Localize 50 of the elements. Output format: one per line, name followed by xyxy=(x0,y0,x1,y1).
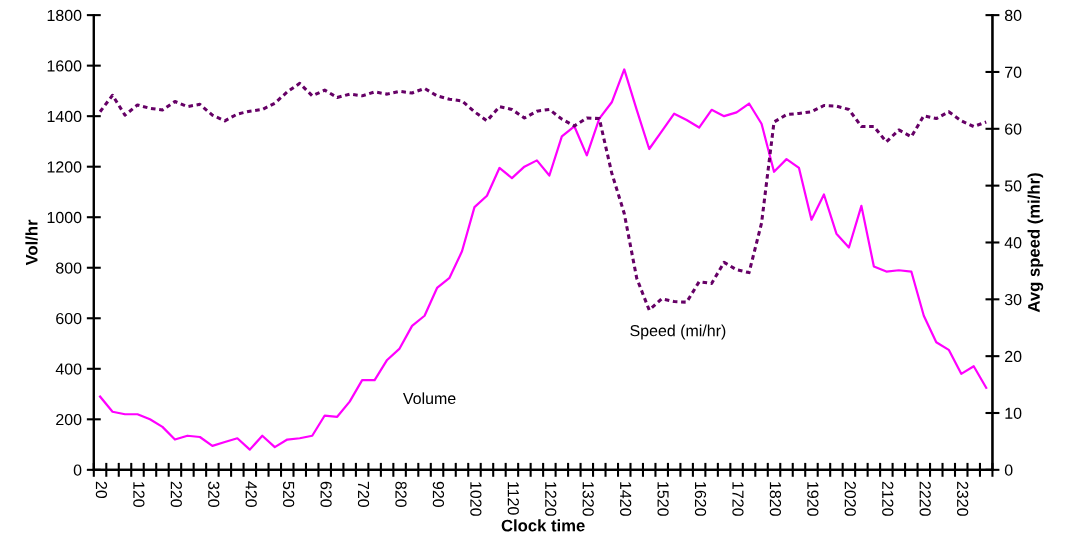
x-tick-label: 2020 xyxy=(844,481,856,516)
y-tick-label: 0 xyxy=(73,464,82,476)
x-tick-label: 1120 xyxy=(507,482,519,515)
x-tick-label: 1920 xyxy=(807,482,819,516)
y-tick-label: 1600 xyxy=(47,60,82,72)
y-tick-label: 1800 xyxy=(47,9,82,22)
x-tick-label: 1520 xyxy=(657,482,669,516)
y-tick-label: 800 xyxy=(56,262,82,274)
x-tick-label: 2220 xyxy=(919,481,931,516)
x-axis-title: Clock time xyxy=(501,519,585,532)
y2-tick-label: 20 xyxy=(1005,350,1022,363)
y2-tick-label: 10 xyxy=(1005,407,1022,419)
y2-tick-label: 40 xyxy=(1004,237,1022,249)
y-axis-title: Vol/hr xyxy=(25,219,38,266)
x-tick-label: 1720 xyxy=(732,482,744,516)
x-tick-label: 1020 xyxy=(470,482,482,516)
x-tick-label: 120 xyxy=(133,482,145,507)
x-tick-label: 1320 xyxy=(582,482,594,516)
x-tick-label: 420 xyxy=(245,481,257,507)
y-tick-label: 1200 xyxy=(47,161,82,173)
y-tick-label: 600 xyxy=(56,312,82,325)
y2-axis-title: Avg speed (mi/hr) xyxy=(1027,173,1044,313)
line-series xyxy=(98,81,988,312)
y2-tick-label: 0 xyxy=(1004,464,1013,476)
x-tick-label: 2320 xyxy=(956,481,969,516)
x-tick-label: 1420 xyxy=(619,482,632,516)
y-tick-label: 200 xyxy=(56,413,82,426)
x-tick-label: 320 xyxy=(208,481,220,507)
line-series xyxy=(98,68,988,451)
y-tick-label: 1000 xyxy=(47,211,82,224)
x-tick-label: 220 xyxy=(170,481,182,507)
x-tick-label: 2120 xyxy=(882,481,894,516)
x-tick-label: 1620 xyxy=(694,482,707,516)
x-tick-label: 20 xyxy=(95,481,108,499)
series-label: Volume xyxy=(402,392,456,405)
x-tick-label: 720 xyxy=(357,481,370,507)
x-tick-label: 1220 xyxy=(545,482,557,516)
series-label: Speed (mi/hr) xyxy=(630,324,726,340)
x-tick-label: 520 xyxy=(282,481,295,507)
y2-tick-label: 80 xyxy=(1004,9,1022,22)
y2-tick-label: 30 xyxy=(1004,293,1022,306)
x-tick-label: 820 xyxy=(395,481,407,507)
y-tick-label: 400 xyxy=(55,363,82,375)
y-tick-label: 1400 xyxy=(47,110,82,123)
x-tick-label: 620 xyxy=(320,481,332,507)
x-tick-label: 920 xyxy=(432,481,445,507)
x-tick-label: 1820 xyxy=(769,482,782,516)
y2-tick-label: 70 xyxy=(1005,66,1022,78)
y2-tick-label: 60 xyxy=(1005,123,1022,135)
y2-tick-label: 50 xyxy=(1004,180,1022,192)
